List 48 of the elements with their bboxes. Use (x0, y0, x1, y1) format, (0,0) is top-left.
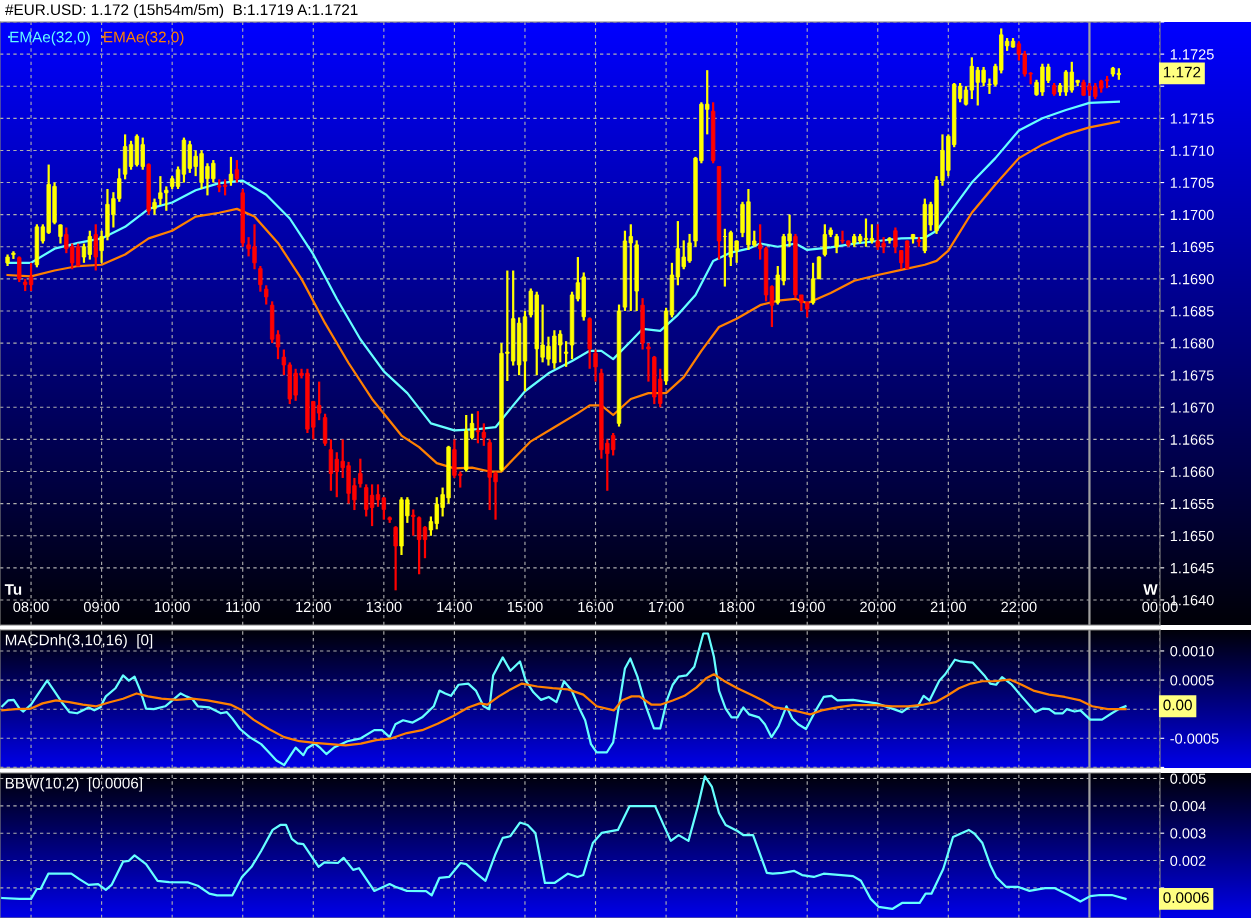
x-tick-label: 14:00 (437, 601, 473, 613)
legend-label: EMAe(32,0) (104, 31, 184, 46)
y-tick-label: 1.1715 (1170, 113, 1214, 124)
y-tick-label: 0.0010 (1170, 646, 1214, 657)
y-tick-label: 1.1645 (1170, 562, 1214, 574)
y-tick-label: 0.005 (1170, 773, 1206, 784)
x-tick-label: 12:00 (296, 601, 331, 613)
y-tick-label: 1.1725 (1170, 49, 1214, 60)
y-tick-label: 1.1685 (1170, 306, 1214, 317)
x-tick-label: 10:00 (155, 601, 190, 613)
x-tick-label: 17:00 (648, 601, 684, 613)
x-tick-label: 21:00 (930, 601, 966, 613)
y-tick-label: 1.1705 (1170, 177, 1214, 188)
x-tick-label: 08:00 (13, 601, 49, 613)
text: 1.172 (1163, 66, 1201, 78)
text: 0.0006 (1163, 892, 1209, 903)
y-tick-label: 1.1695 (1170, 241, 1214, 253)
x-tick-label: 15:00 (507, 601, 543, 613)
x-tick-label: 13:00 (366, 601, 402, 613)
chart-title: MACDnh(3,10,16) [0] (5, 634, 153, 649)
x-tick-label: 20:00 (860, 601, 896, 613)
y-tick-label: 1.1680 (1170, 338, 1214, 349)
y-tick-label: 1.1655 (1170, 498, 1214, 510)
legend-label: EMAe(32,0) (10, 31, 90, 46)
y-tick-label: 1.1670 (1170, 402, 1214, 413)
y-tick-label: 0.004 (1170, 800, 1206, 812)
y-tick-label: 1.1700 (1170, 209, 1214, 221)
y-tick-label: -0.0005 (1170, 733, 1219, 744)
annotation: W (1143, 584, 1158, 595)
x-tick-label: 22:00 (1001, 601, 1037, 613)
x-tick-label: 19:00 (790, 601, 825, 613)
y-tick-label: 1.1675 (1170, 370, 1214, 381)
annotation: Tu (4, 584, 22, 595)
chart-title: BBW(10,2) [0.0006] (5, 777, 142, 792)
y-tick-label: 0.002 (1170, 855, 1206, 866)
x-tick-label: 16:00 (578, 601, 614, 613)
text: 0.00 (1163, 699, 1192, 711)
chart-title: #EUR.USD: 1.172 (15h54m/5m) B:1.1719 A:1.1721 (5, 3, 358, 19)
y-tick-label: 0.003 (1170, 828, 1206, 839)
y-tick-label: 1.1690 (1170, 273, 1214, 285)
x-tick-label: 11:00 (226, 601, 260, 613)
y-tick-label: 1.1665 (1170, 434, 1214, 445)
y-tick-label: 1.1710 (1170, 145, 1214, 156)
x-tick-label: 09:00 (83, 601, 120, 613)
x-tick-label: 18:00 (719, 601, 755, 613)
y-tick-label: 0.0005 (1170, 675, 1214, 686)
y-tick-label: 1.1660 (1170, 466, 1214, 477)
y-tick-label: 1.1650 (1170, 530, 1214, 542)
